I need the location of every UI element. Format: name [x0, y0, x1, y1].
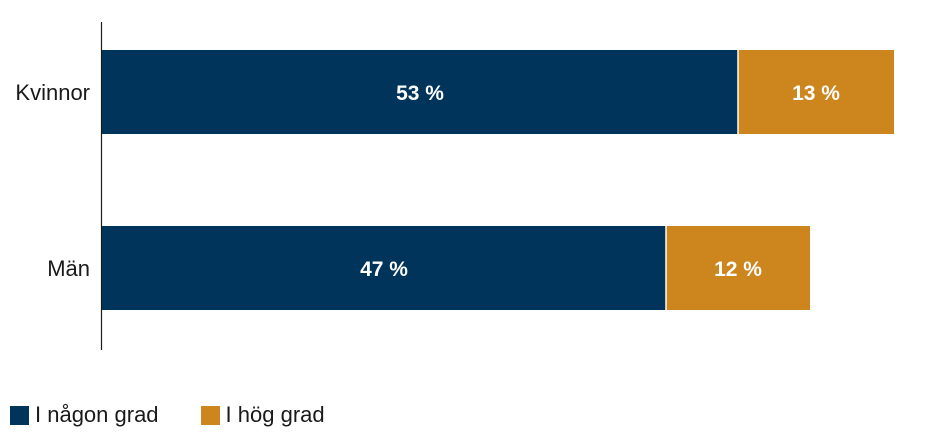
data-label: 53 % — [396, 82, 444, 105]
legend-swatch — [10, 405, 29, 425]
data-label: 13 % — [792, 82, 840, 105]
category-label: Män — [47, 256, 90, 281]
category-labels: Kvinnor Män — [15, 80, 90, 281]
legend-item-i-nagon-grad: I någon grad — [10, 402, 159, 428]
legend-label: I någon grad — [35, 402, 159, 427]
stacked-bar-chart: 53 % 13 % 47 % 12 % Kvinnor Män — [15, 22, 894, 350]
legend: I någon grad I hög grad — [10, 402, 325, 428]
bar-segment — [102, 226, 666, 310]
data-label: 47 % — [360, 258, 408, 281]
legend-swatch — [200, 405, 220, 425]
legend-item-i-hog-grad: I hög grad — [200, 402, 325, 428]
bar-segment — [102, 50, 738, 134]
legend-label: I hög grad — [225, 402, 325, 427]
bar-segment — [738, 50, 894, 134]
bar-segment — [666, 226, 810, 310]
category-label: Kvinnor — [15, 80, 90, 105]
data-label: 12 % — [714, 258, 762, 281]
bars-group: 53 % 13 % 47 % 12 % — [102, 50, 894, 310]
